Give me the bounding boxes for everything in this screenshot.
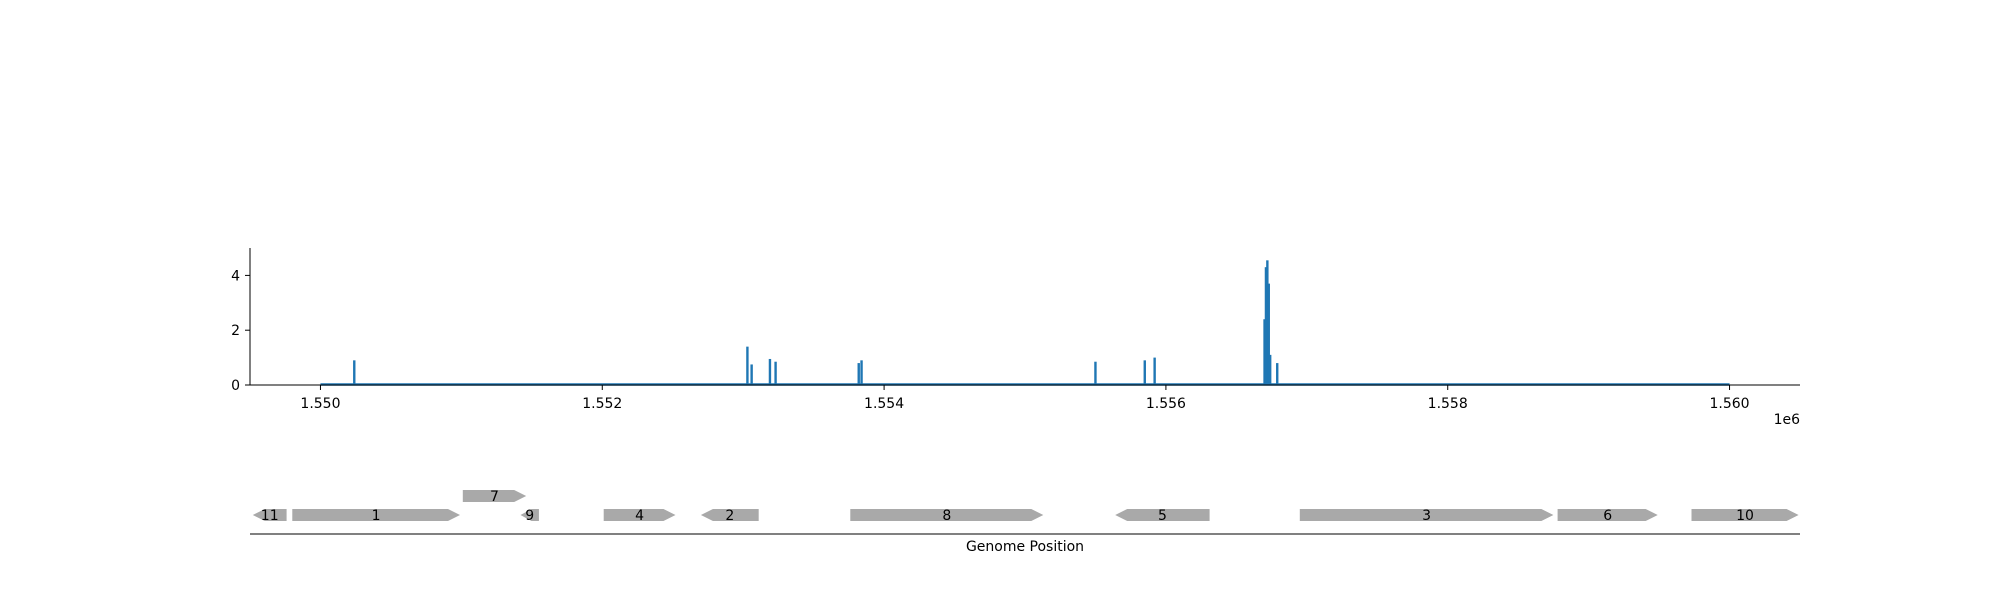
coverage-bar bbox=[353, 360, 356, 385]
gene-arrow bbox=[1557, 509, 1658, 521]
y-ticks: 0 2 4 bbox=[231, 268, 250, 394]
gene-label: 8 bbox=[942, 508, 951, 524]
coverage-plot: 1.550 1.552 1.554 1.556 1.558 1.560 0 2 4 1e6 bbox=[231, 248, 1800, 428]
coverage-bar bbox=[860, 360, 863, 385]
x-tick-label: 1.556 bbox=[1146, 396, 1186, 412]
coverage-bar bbox=[1266, 260, 1269, 385]
gene-arrow bbox=[1115, 509, 1210, 521]
gene-arrow bbox=[462, 490, 527, 502]
coverage-bar bbox=[1264, 267, 1268, 385]
coverage-bars bbox=[353, 260, 1279, 385]
gene-label: 1 bbox=[372, 508, 381, 524]
gene-arrow bbox=[252, 509, 287, 521]
gene-label: 3 bbox=[1422, 508, 1431, 524]
coverage-bar bbox=[857, 363, 860, 385]
gene-label: 4 bbox=[635, 508, 644, 524]
coverage-bar bbox=[1276, 363, 1279, 385]
gene-arrow bbox=[700, 509, 759, 521]
x-tick-label: 1.560 bbox=[1709, 396, 1749, 412]
x-tick-label: 1.552 bbox=[582, 396, 622, 412]
x-ticks: 1.550 1.552 1.554 1.556 1.558 1.560 bbox=[300, 385, 1750, 412]
y-tick-label: 4 bbox=[231, 268, 240, 284]
y-tick-label: 2 bbox=[231, 323, 240, 339]
coverage-bar bbox=[1268, 354, 1272, 385]
gene-arrow bbox=[1299, 509, 1554, 521]
gene-arrow bbox=[292, 509, 460, 521]
coverage-bar bbox=[1263, 319, 1266, 385]
x-tick-label: 1.550 bbox=[300, 396, 340, 412]
gene-arrow bbox=[603, 509, 676, 521]
gene-label: 7 bbox=[490, 489, 499, 505]
gene-label: 11 bbox=[261, 508, 279, 524]
gene-label: 6 bbox=[1603, 508, 1612, 524]
x-tick-label: 1.554 bbox=[864, 396, 904, 412]
coverage-bar bbox=[1267, 283, 1270, 385]
genome-position-label: Genome Position bbox=[966, 539, 1084, 555]
gene-arrow bbox=[1691, 509, 1799, 521]
coverage-bar bbox=[768, 358, 772, 385]
gene-arrows: 11 179 4 2 8 5 3 6 10 bbox=[252, 489, 1799, 524]
gene-label: 10 bbox=[1736, 508, 1754, 524]
x-offset-label: 1e6 bbox=[1774, 412, 1801, 428]
coverage-bar bbox=[1153, 357, 1156, 385]
gene-arrow bbox=[520, 509, 539, 521]
coverage-bar bbox=[774, 361, 777, 385]
coverage-bar bbox=[1094, 361, 1097, 385]
coverage-bar bbox=[1143, 360, 1146, 385]
gene-map: 11 179 4 2 8 5 3 6 10 Genome Position bbox=[250, 489, 1800, 555]
y-tick-label: 0 bbox=[231, 378, 240, 394]
coverage-bar bbox=[750, 364, 753, 385]
x-tick-label: 1.558 bbox=[1428, 396, 1468, 412]
coverage-bar bbox=[746, 346, 749, 385]
gene-label: 2 bbox=[725, 508, 734, 524]
gene-label: 9 bbox=[525, 508, 534, 524]
gene-label: 5 bbox=[1158, 508, 1167, 524]
gene-arrow bbox=[850, 509, 1044, 521]
